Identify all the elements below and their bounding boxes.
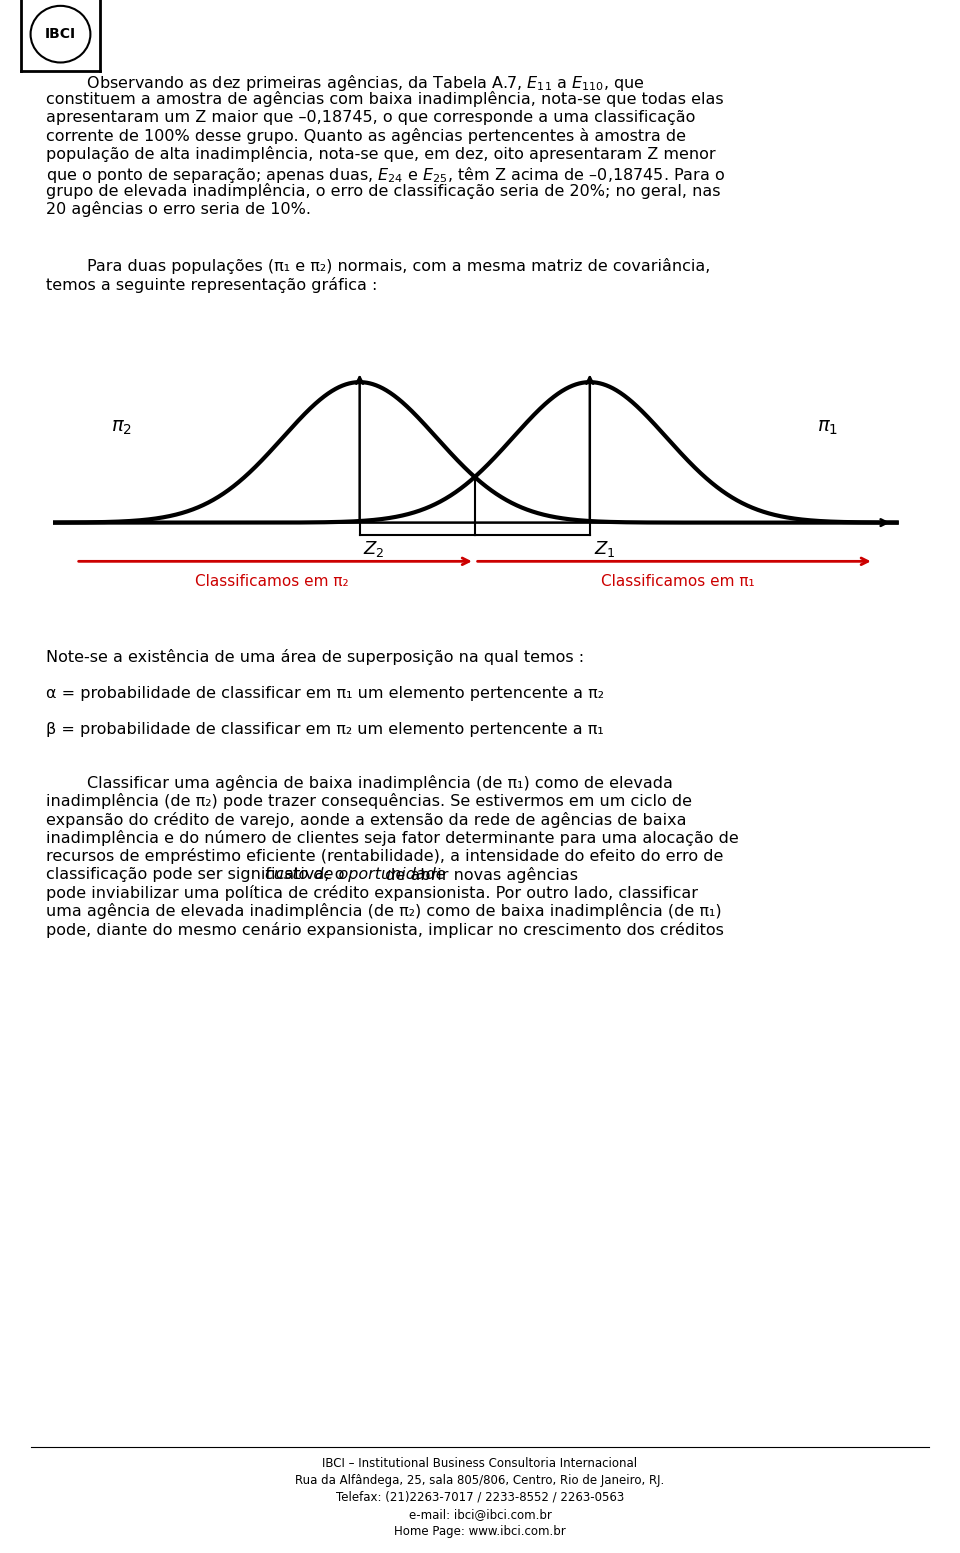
Text: Telefax: (21)2263-7017 / 2233-8552 / 2263-0563: Telefax: (21)2263-7017 / 2233-8552 / 226… [336,1491,624,1503]
Text: Note-se a existência de uma área de superposição na qual temos :: Note-se a existência de uma área de supe… [46,649,585,665]
Text: Classificar uma agência de baixa inadimplência (de π₁) como de elevada: Classificar uma agência de baixa inadimp… [46,775,673,790]
Text: $\pi_1$: $\pi_1$ [817,418,838,436]
Text: apresentaram um Z maior que –0,18745, o que corresponde a uma classificação: apresentaram um Z maior que –0,18745, o … [46,110,695,124]
Text: pode, diante do mesmo cenário expansionista, implicar no crescimento dos crédito: pode, diante do mesmo cenário expansioni… [46,921,724,938]
Text: classificação pode ser significativa; o: classificação pode ser significativa; o [46,867,349,882]
Text: constituem a amostra de agências com baixa inadimplência, nota-se que todas elas: constituem a amostra de agências com bai… [46,92,724,107]
Text: expansão do crédito de varejo, aonde a extensão da rede de agências de baixa: expansão do crédito de varejo, aonde a e… [46,812,686,828]
Text: população de alta inadimplência, nota-se que, em dez, oito apresentaram Z menor: população de alta inadimplência, nota-se… [46,146,716,163]
Text: corrente de 100% desse grupo. Quanto as agências pertencentes à amostra de: corrente de 100% desse grupo. Quanto as … [46,127,686,144]
Text: e-mail: ibci@ibci.com.br: e-mail: ibci@ibci.com.br [409,1508,551,1520]
Text: inadimplência (de π₂) pode trazer consequências. Se estivermos em um ciclo de: inadimplência (de π₂) pode trazer conseq… [46,794,692,809]
Text: Classificamos em π₂: Classificamos em π₂ [195,573,348,589]
Text: α = probabilidade de classificar em π₁ um elemento pertencente a π₂: α = probabilidade de classificar em π₁ u… [46,686,604,700]
Text: de abrir novas agências: de abrir novas agências [380,867,578,882]
Text: grupo de elevada inadimplência, o erro de classificação seria de 20%; no geral, : grupo de elevada inadimplência, o erro d… [46,183,721,199]
Text: uma agência de elevada inadimplência (de π₂) como de baixa inadimplência (de π₁): uma agência de elevada inadimplência (de… [46,904,722,919]
Text: IBCI – Institutional Business Consultoria Internacional: IBCI – Institutional Business Consultori… [323,1457,637,1469]
Text: Para duas populações (π₁ e π₂) normais, com a mesma matriz de covariância,: Para duas populações (π₁ e π₂) normais, … [46,258,710,275]
Text: Classificamos em π₁: Classificamos em π₁ [601,573,755,589]
Text: IBCI: IBCI [45,26,76,42]
Text: custo de oportunidade: custo de oportunidade [265,867,445,882]
Text: pode inviabilizar uma política de crédito expansionista. Por outro lado, classif: pode inviabilizar uma política de crédit… [46,885,698,901]
Text: $Z_2$: $Z_2$ [364,539,385,559]
Circle shape [31,6,90,62]
Text: recursos de empréstimo eficiente (rentabilidade), a intensidade do efeito do err: recursos de empréstimo eficiente (rentab… [46,848,724,865]
Text: Home Page: www.ibci.com.br: Home Page: www.ibci.com.br [395,1525,565,1537]
Text: $\pi_2$: $\pi_2$ [111,418,132,436]
Text: Observando as dez primeiras agências, da Tabela A.7, $\mathit{E}_{11}$ a $\mathi: Observando as dez primeiras agências, da… [46,73,645,93]
Text: β = probabilidade de classificar em π₂ um elemento pertencente a π₁: β = probabilidade de classificar em π₂ u… [46,722,604,738]
Text: 20 agências o erro seria de 10%.: 20 agências o erro seria de 10%. [46,202,311,217]
Text: temos a seguinte representação gráfica :: temos a seguinte representação gráfica : [46,276,377,294]
Text: Rua da Alfândega, 25, sala 805/806, Centro, Rio de Janeiro, RJ.: Rua da Alfândega, 25, sala 805/806, Cent… [296,1474,664,1486]
Text: $Z_1$: $Z_1$ [593,539,615,559]
Text: inadimplência e do número de clientes seja fator determinante para uma alocação : inadimplência e do número de clientes se… [46,829,739,846]
Text: que o ponto de separação; apenas duas, $\mathit{E}_{24}$ e $\mathit{E}_{25}$, tê: que o ponto de separação; apenas duas, $… [46,165,725,185]
